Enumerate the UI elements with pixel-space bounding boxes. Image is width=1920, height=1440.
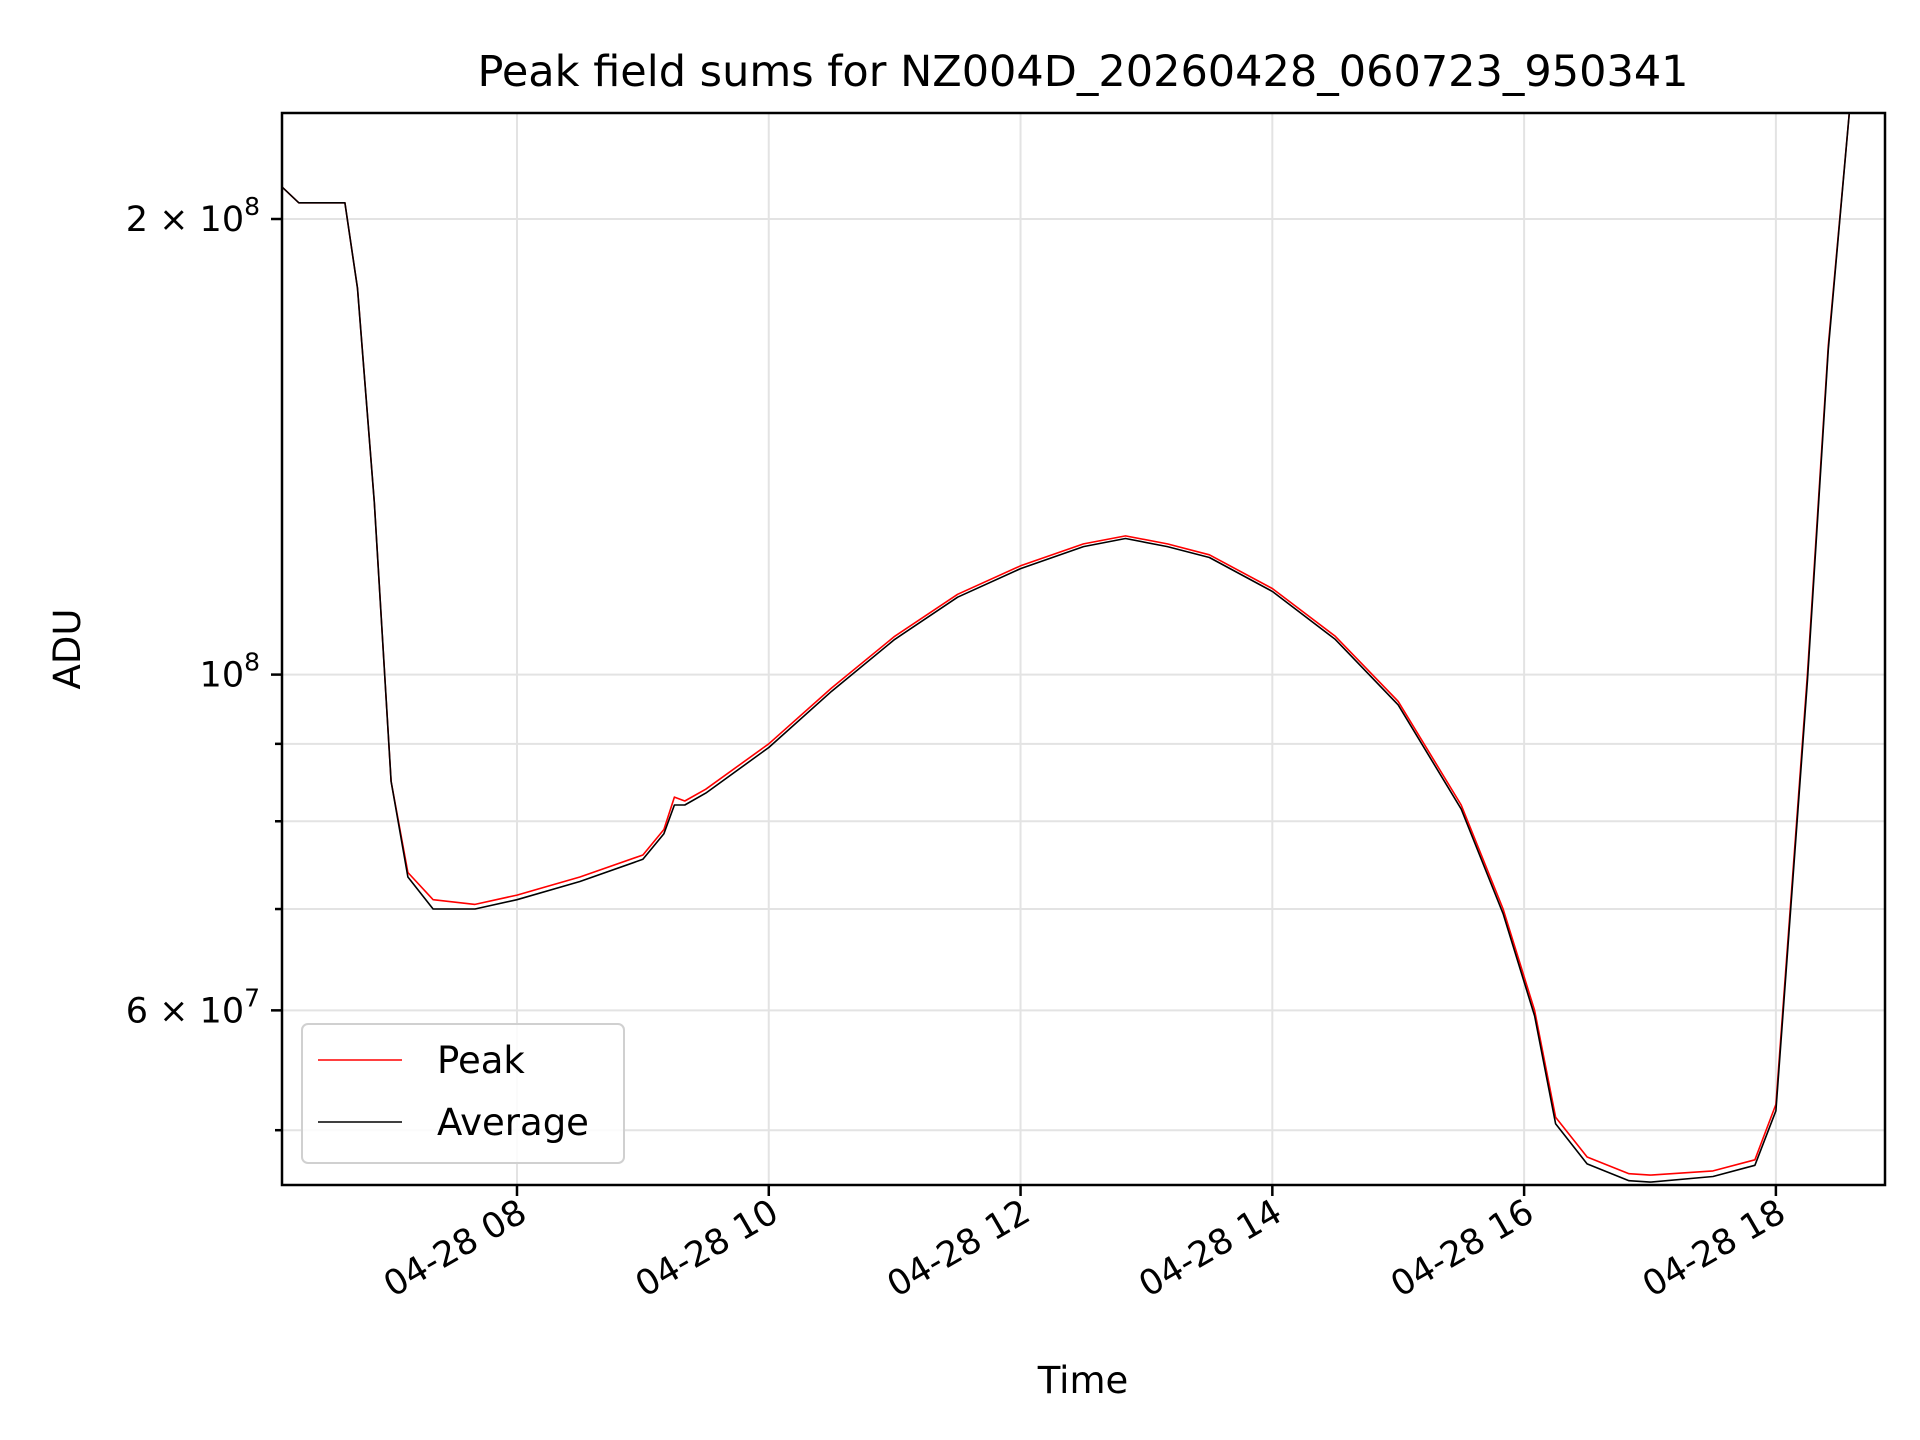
legend-box	[301, 1023, 625, 1164]
x-axis-label: Time	[1037, 1359, 1129, 1402]
chart-title: Peak field sums for NZ004D_20260428_0607…	[477, 47, 1688, 97]
plot-frame	[280, 111, 1887, 1187]
series-layer	[282, 113, 1851, 1183]
legend-label-average: Average	[437, 1101, 589, 1144]
legend-label-peak: Peak	[437, 1039, 525, 1082]
y-tick-label: 6 × 107	[126, 983, 260, 1031]
y-tick-label: 108	[200, 648, 260, 696]
y-tick-label: 2 × 108	[126, 192, 260, 240]
legend: Peak Average	[301, 1023, 625, 1164]
y-axis-label: ADU	[46, 609, 89, 690]
grid	[282, 113, 1885, 1185]
series-line-average	[282, 113, 1851, 1183]
